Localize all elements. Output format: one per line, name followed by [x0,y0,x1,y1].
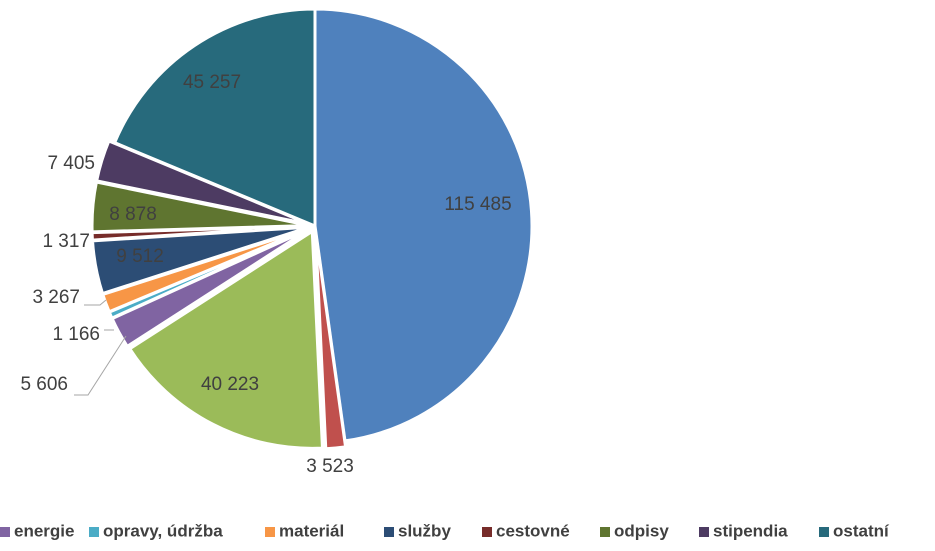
pie-slice [127,228,325,450]
data-label: 3 523 [306,456,354,477]
legend-swatch [699,527,709,537]
legend-swatch [482,527,492,537]
legend-swatch [89,527,99,537]
pie-slice [94,138,310,226]
pie-slices [90,7,534,451]
legend-swatch [819,527,829,537]
legend-swatch [265,527,275,537]
leader-lines [74,299,127,396]
data-label: 1 166 [52,324,100,345]
pie-slice [314,231,348,451]
legend-entry: opravy, údržba [103,521,223,540]
legend-swatch [0,527,10,537]
legend-entry: cestovné [496,521,570,540]
data-label: 45 257 [183,72,241,93]
legend-swatch [600,527,610,537]
legend-entry: energie [14,521,74,540]
legend: energie opravy, údržba materiál služby cesto… [0,521,890,540]
legend-entry: ostatní [833,521,890,540]
legend-swatch [384,527,394,537]
pie-slice [112,7,317,229]
leader-line [84,299,107,306]
leader-line [74,335,127,396]
data-label: 3 267 [32,287,80,308]
pie-slice [313,7,534,443]
legend-entry: odpisy [614,521,669,540]
legend-entry: stipendia [713,521,788,540]
data-label: 9 512 [116,246,164,267]
data-labels: 115 485 3 523 40 223 5 606 1 166 3 267 9 512 1 … [20,72,511,477]
data-label: 115 485 [444,194,511,215]
data-label: 7 405 [47,153,95,174]
data-label: 1 317 [42,231,90,252]
legend-entry: služby [398,521,451,540]
data-label: 5 606 [20,374,68,395]
data-label: 40 223 [201,374,259,395]
legend-entry: materiál [279,521,344,540]
data-label: 8 878 [109,204,157,225]
